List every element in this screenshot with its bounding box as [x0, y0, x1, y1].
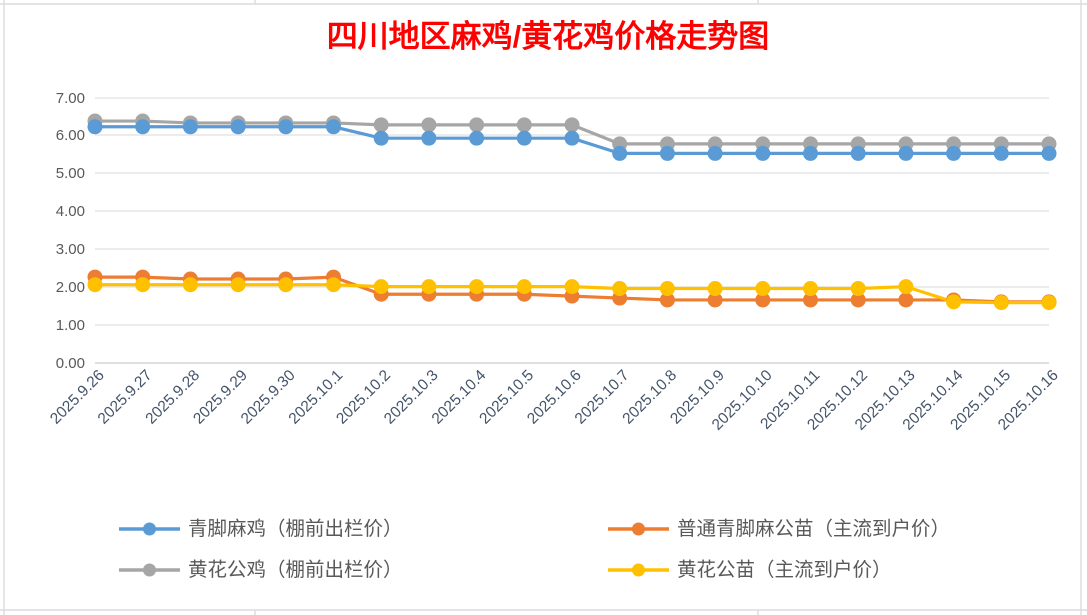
svg-text:0.00: 0.00 [56, 355, 85, 372]
svg-text:四川地区麻鸡/黄花鸡价格走势图: 四川地区麻鸡/黄花鸡价格走势图 [327, 19, 770, 54]
svg-text:3.00: 3.00 [56, 241, 85, 258]
svg-text:1.00: 1.00 [56, 317, 85, 334]
svg-text:6.00: 6.00 [56, 127, 85, 144]
svg-text:4.00: 4.00 [56, 203, 85, 220]
svg-text:普通青脚麻公苗（主流到户价）: 普通青脚麻公苗（主流到户价） [677, 518, 950, 540]
svg-text:黄花公苗（主流到户价）: 黄花公苗（主流到户价） [677, 559, 892, 581]
svg-text:黄花公鸡（棚前出栏价）: 黄花公鸡（棚前出栏价） [188, 559, 403, 581]
svg-text:7.00: 7.00 [56, 90, 85, 107]
svg-text:青脚麻鸡（棚前出栏价）: 青脚麻鸡（棚前出栏价） [188, 518, 403, 540]
svg-text:2.00: 2.00 [56, 279, 85, 296]
svg-text:5.00: 5.00 [56, 165, 85, 182]
